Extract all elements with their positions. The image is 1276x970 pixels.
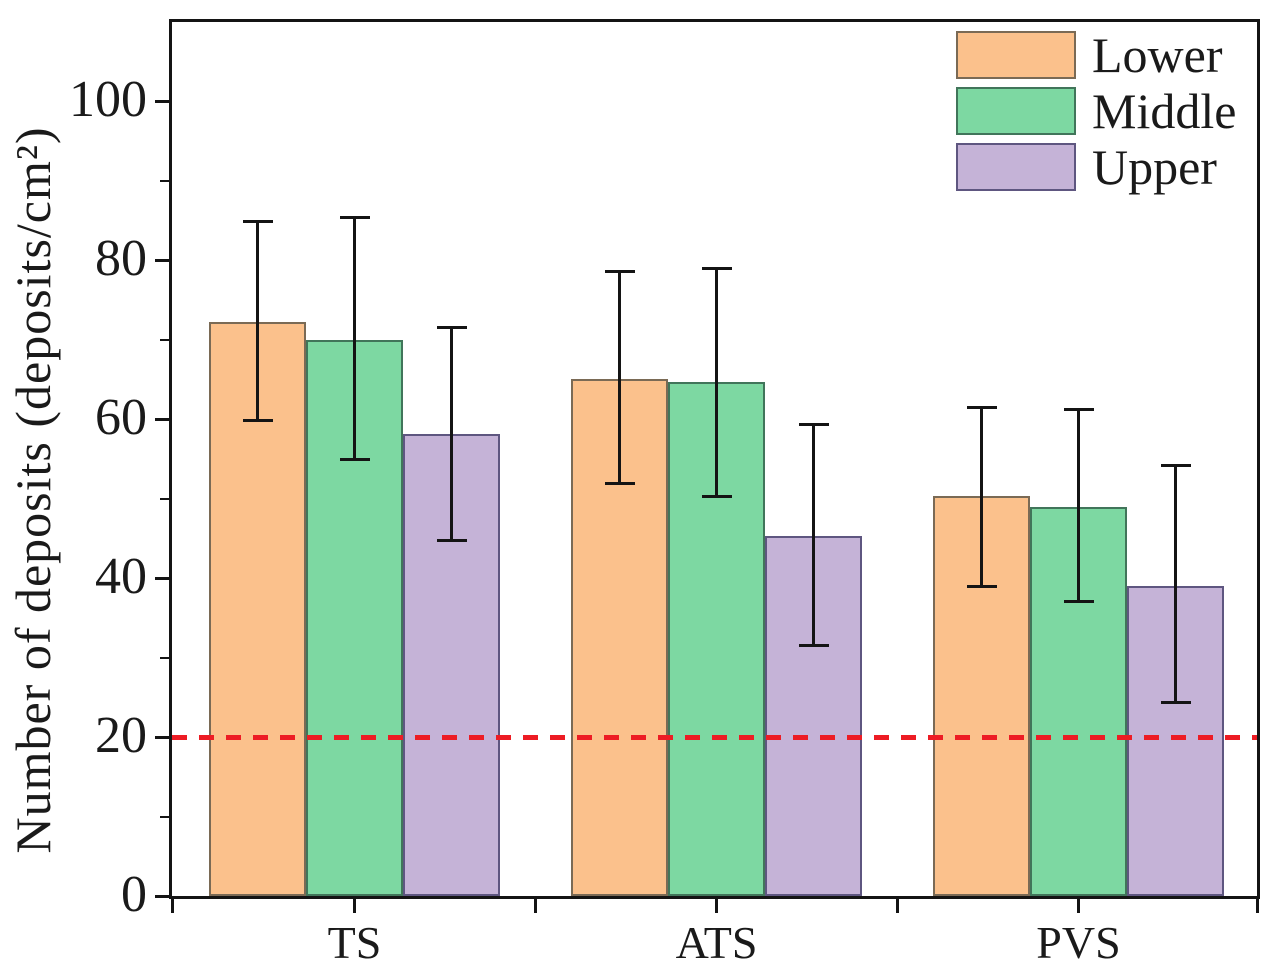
y-axis-minor-tick (160, 338, 169, 341)
y-tick-label: 20 (95, 707, 147, 765)
error-bar-cap (966, 405, 997, 409)
error-bar (1174, 465, 1177, 703)
error-bar-cap (701, 266, 732, 270)
error-bar-cap (339, 215, 370, 219)
error-bar-cap (604, 269, 635, 273)
legend-label-middle: Middle (1092, 83, 1237, 139)
y-tick-label: 80 (95, 230, 147, 288)
y-tick-label: 40 (95, 548, 147, 606)
error-bar (980, 407, 983, 587)
legend-swatch-upper (956, 143, 1076, 191)
plot-area: Lower Middle Upper 0 20 40 60 80 100 TS ATS PVS (69, 19, 1260, 966)
error-bar-cap (1160, 463, 1191, 467)
error-bar-cap (966, 585, 997, 589)
x-tick-label-pvs: PVS (1036, 917, 1121, 968)
y-tick-label: 60 (95, 389, 147, 447)
error-bar (256, 221, 259, 421)
error-bar (353, 217, 356, 459)
bar-ats-middle (668, 381, 765, 896)
legend-item-middle: Middle (956, 86, 1236, 136)
error-bar-cap (798, 423, 829, 427)
y-axis-tick (155, 417, 169, 421)
error-bar-cap (242, 219, 273, 223)
y-axis-tick (155, 576, 169, 580)
y-axis-tick (155, 258, 169, 262)
x-tick-label-ts: TS (327, 917, 382, 968)
x-axis-tick (896, 899, 899, 913)
x-axis-tick (1255, 899, 1259, 913)
y-axis-minor-tick (160, 815, 169, 818)
x-axis-tick (534, 899, 537, 913)
error-bar-cap (242, 419, 273, 423)
error-bar (812, 424, 815, 646)
y-axis-tick (155, 894, 169, 898)
legend-label-lower: Lower (1092, 27, 1223, 83)
legend-item-upper: Upper (956, 142, 1236, 192)
reference-line (172, 734, 1257, 740)
x-tick-label-ats: ATS (675, 917, 758, 968)
y-axis-minor-tick (160, 179, 169, 182)
error-bar (618, 271, 621, 484)
x-axis-tick (715, 899, 718, 913)
error-bar-cap (1063, 408, 1094, 412)
legend: Lower Middle Upper (956, 30, 1236, 198)
y-axis-minor-tick (160, 497, 169, 500)
y-tick-label: 0 (121, 865, 147, 923)
error-bar-cap (1063, 599, 1094, 603)
error-bar-cap (1160, 701, 1191, 705)
error-bar (450, 327, 453, 541)
legend-swatch-lower (956, 31, 1076, 79)
error-bar-cap (604, 482, 635, 486)
y-axis-tick (155, 99, 169, 103)
y-axis-title: Number of deposits (deposits/cm²) (5, 126, 61, 854)
x-axis-tick (170, 899, 174, 913)
y-axis-minor-tick (160, 656, 169, 659)
x-axis-tick (353, 899, 356, 913)
legend-swatch-middle (956, 87, 1076, 135)
x-axis-tick (1077, 899, 1080, 913)
error-bar-cap (436, 326, 467, 330)
bar-ts-middle (306, 339, 403, 896)
error-bar (1077, 409, 1080, 602)
legend-label-upper: Upper (1092, 139, 1217, 195)
error-bar-cap (339, 457, 370, 461)
y-tick-label: 100 (69, 71, 147, 129)
error-bar (715, 268, 718, 497)
y-axis-tick (155, 735, 169, 739)
error-bar-cap (701, 494, 732, 498)
error-bar-cap (798, 644, 829, 648)
legend-item-lower: Lower (956, 30, 1236, 80)
error-bar-cap (436, 539, 467, 543)
